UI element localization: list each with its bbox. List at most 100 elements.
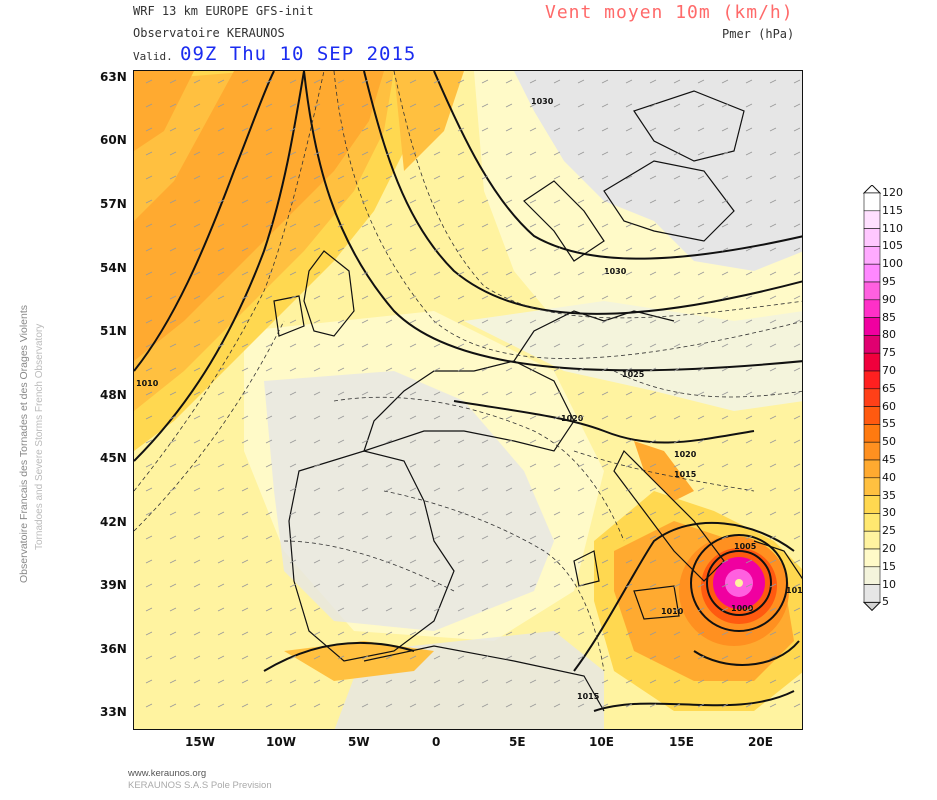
lat-tick: 36N xyxy=(100,642,127,656)
wind-arrow xyxy=(385,655,393,660)
legend-swatch xyxy=(863,246,881,265)
wind-arrow xyxy=(361,103,369,108)
wind-arrow xyxy=(769,319,777,324)
wind-arrow xyxy=(433,703,441,708)
wind-arrow xyxy=(721,319,729,324)
wind-arrow xyxy=(169,631,177,636)
wind-arrow xyxy=(529,583,537,588)
wind-arrow xyxy=(145,127,153,132)
wind-arrow xyxy=(721,511,729,516)
wind-arrow xyxy=(721,199,729,204)
wind-arrow xyxy=(193,487,201,492)
wind-arrow xyxy=(145,223,153,228)
wind-arrow xyxy=(193,79,201,84)
wind-arrow xyxy=(505,487,513,492)
wind-arrow xyxy=(625,223,633,228)
wind-arrow xyxy=(409,559,417,564)
wind-arrow xyxy=(505,127,513,132)
wind-arrow xyxy=(289,535,297,540)
legend-swatch xyxy=(863,477,881,496)
legend-swatch xyxy=(863,548,881,568)
wind-arrow xyxy=(433,367,441,372)
wind-arrow xyxy=(625,367,633,372)
wind-arrow xyxy=(481,439,489,444)
wind-arrow xyxy=(289,487,297,492)
jet-band-north xyxy=(394,71,464,171)
wind-arrow xyxy=(577,415,585,420)
wind-arrow xyxy=(625,607,633,612)
wind-arrow xyxy=(481,463,489,468)
isobars xyxy=(134,71,802,712)
wind-arrow xyxy=(337,319,345,324)
wind-arrow xyxy=(649,439,657,444)
wind-arrow xyxy=(529,631,537,636)
wind-arrow xyxy=(337,415,345,420)
wind-arrow xyxy=(577,535,585,540)
wind-arrow xyxy=(361,511,369,516)
wind-arrow xyxy=(193,127,201,132)
wind-arrow xyxy=(145,535,153,540)
wind-arrow xyxy=(769,583,777,588)
legend-value: 75 xyxy=(882,346,896,360)
wind-arrow xyxy=(649,103,657,108)
wind-arrow xyxy=(337,535,345,540)
wind-arrow xyxy=(385,79,393,84)
wind-arrow xyxy=(385,703,393,708)
wind-arrow xyxy=(769,199,777,204)
wind-arrow xyxy=(385,511,393,516)
wind-arrow xyxy=(745,607,753,612)
wind-arrow xyxy=(193,559,201,564)
wind-arrow xyxy=(481,319,489,324)
wind-arrow xyxy=(193,151,201,156)
wind-arrow xyxy=(433,439,441,444)
wind-arrow xyxy=(505,439,513,444)
wind-arrow xyxy=(505,151,513,156)
isobar-label: 1005 xyxy=(734,542,757,551)
wind-arrow xyxy=(193,679,201,684)
wind-arrow xyxy=(625,271,633,276)
wind-arrow xyxy=(529,655,537,660)
lat-tick: 63N xyxy=(100,70,127,84)
footer-url[interactable]: www.keraunos.org xyxy=(128,768,207,779)
wind-arrow xyxy=(409,679,417,684)
wind-arrow xyxy=(721,583,729,588)
wind-arrow xyxy=(169,463,177,468)
wind-arrow xyxy=(793,439,801,444)
wind-arrow xyxy=(697,559,705,564)
wind-arrow xyxy=(649,655,657,660)
wind-arrow xyxy=(553,79,561,84)
wind-arrow xyxy=(505,631,513,636)
wind-arrow xyxy=(697,463,705,468)
wind-arrow xyxy=(217,703,225,708)
wind-arrow xyxy=(145,343,153,348)
wind-arrow xyxy=(481,271,489,276)
wind-arrow xyxy=(697,655,705,660)
wind-arrow xyxy=(217,559,225,564)
wind-arrow xyxy=(433,295,441,300)
wind-arrow xyxy=(721,655,729,660)
wind-arrow xyxy=(601,319,609,324)
wind-arrow xyxy=(409,367,417,372)
wind-arrow xyxy=(241,199,249,204)
wind-arrow xyxy=(673,655,681,660)
wind-arrow xyxy=(577,151,585,156)
wind-arrow xyxy=(361,703,369,708)
legend-swatch xyxy=(863,281,881,301)
wind-arrow xyxy=(745,127,753,132)
wind-arrow xyxy=(361,415,369,420)
wind-arrow xyxy=(241,415,249,420)
wind-arrow xyxy=(505,271,513,276)
legend-value: 65 xyxy=(882,381,896,395)
lon-tick: 20E xyxy=(748,735,773,749)
wind-arrow xyxy=(769,559,777,564)
wind-arrow xyxy=(217,631,225,636)
wind-arrow xyxy=(145,247,153,252)
wind-arrow xyxy=(721,223,729,228)
legend-swatch xyxy=(863,424,881,443)
wind-arrow xyxy=(361,343,369,348)
wind-arrow xyxy=(457,631,465,636)
wind-arrow xyxy=(337,559,345,564)
wind-arrow xyxy=(505,415,513,420)
wind-arrow xyxy=(505,199,513,204)
wind-arrow xyxy=(553,151,561,156)
